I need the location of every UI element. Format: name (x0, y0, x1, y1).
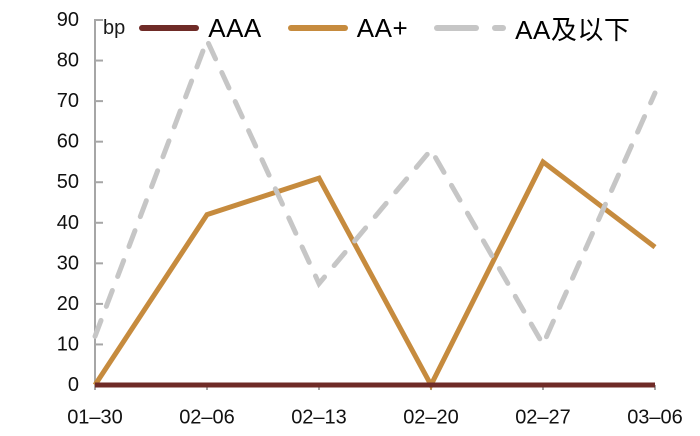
legend-label-aaa: AAA (208, 12, 262, 43)
legend-label-aa-and-below: AA及以下 (515, 14, 631, 45)
y-tick-label: 10 (57, 333, 79, 355)
y-tick-label: 80 (57, 50, 79, 72)
legend-swatch-aa-below-dash-icon (492, 25, 507, 31)
series-line-AA及以下 (92, 33, 658, 350)
legend-swatch-aa-plus-line-icon (287, 25, 348, 31)
legend-label-aa-plus: AA+ (356, 12, 409, 43)
legend-swatch-aa-below-dash-icon (434, 25, 480, 31)
y-tick-label: 20 (57, 293, 79, 315)
x-tick-label: 02–20 (403, 407, 459, 429)
y-tick-label: 40 (57, 212, 79, 234)
legend-swatch-aaa-line-icon (139, 25, 200, 31)
x-tick-label: 01–30 (67, 407, 123, 429)
legend: bp AAA AA+ AA及以下 (103, 9, 630, 47)
legend-item-aa-plus: AA+ (287, 12, 409, 44)
y-tick-label: 60 (57, 131, 79, 153)
y-tick-label: 50 (57, 171, 79, 193)
y-tick-label: 30 (57, 252, 79, 274)
legend-item-aaa: AAA (139, 13, 262, 44)
y-tick-label: 0 (68, 374, 79, 396)
series-line-AA+ (92, 158, 657, 391)
legend-item-aa-and-below: AA及以下 (434, 10, 630, 47)
y-tick-label: 90 (57, 9, 79, 31)
x-tick-label: 03–06 (627, 407, 683, 429)
x-tick-label: 02–13 (291, 407, 347, 429)
y-tick-label: 70 (57, 90, 79, 112)
y-axis-unit-label: bp (103, 17, 126, 39)
x-tick-label: 02–27 (515, 407, 571, 429)
x-tick-label: 02–06 (179, 407, 235, 429)
